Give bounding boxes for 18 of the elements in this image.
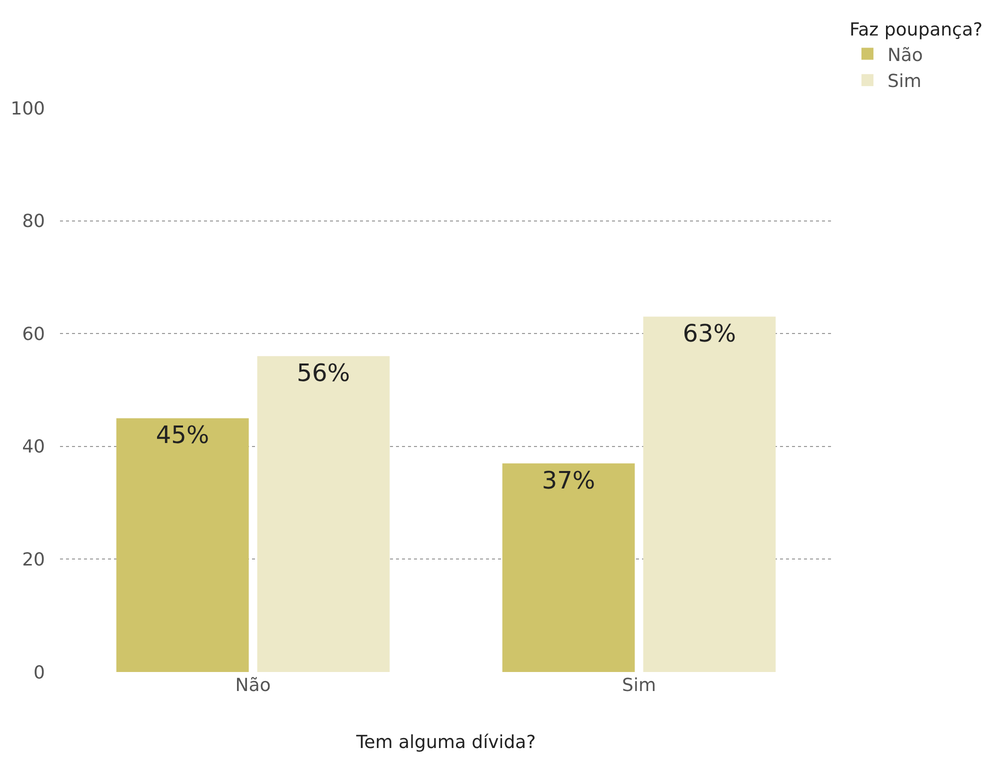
y-tick-label: 80 [22, 211, 45, 232]
bar [257, 356, 390, 672]
data-label: 63% [682, 320, 736, 348]
bar [502, 463, 635, 672]
x-axis-title: Tem alguma dívida? [355, 732, 536, 754]
y-tick-label: 0 [34, 662, 45, 684]
y-tick-label: 60 [22, 324, 45, 345]
y-tick-label: 100 [10, 98, 45, 120]
y-tick-label: 40 [22, 436, 45, 458]
legend-label: Sim [887, 71, 922, 92]
data-label: 37% [542, 466, 596, 494]
legend-title: Faz poupança? [849, 20, 983, 41]
bar [643, 316, 776, 672]
data-label: 45% [156, 421, 210, 450]
y-tick-label: 20 [22, 550, 45, 570]
bar [116, 418, 249, 672]
data-label: 56% [296, 359, 350, 388]
legend-label: Não [887, 44, 923, 66]
